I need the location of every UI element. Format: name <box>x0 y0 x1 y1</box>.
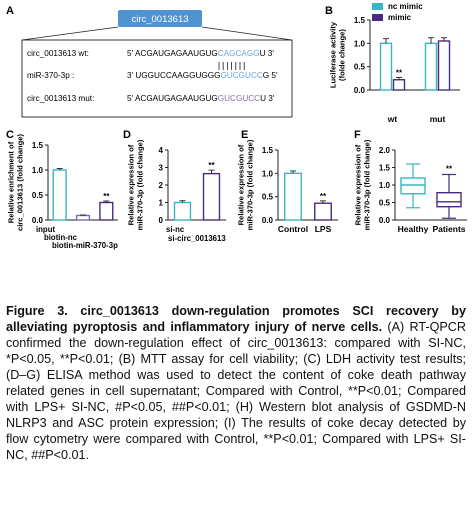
legend-swatch <box>372 3 383 10</box>
x-tick-label: Healthy <box>398 224 429 234</box>
y-tick-label: 1.0 <box>32 166 44 175</box>
y-axis-label: Luciferase activity(folde change) <box>329 21 347 88</box>
legend-swatch <box>372 14 383 21</box>
chart-panel-e: E 0.0 0.5 1.0 1.5 Relative expression ofmiR-3… <box>237 129 338 234</box>
panel-a: A circ_0013613 circ_0013613 wt: 5' ACGAU… <box>6 5 293 118</box>
y-tick-label: 0.0 <box>262 216 274 225</box>
y-tick-label: 0.5 <box>32 191 44 200</box>
y-tick-label: 0.5 <box>354 63 366 72</box>
panel-letter: B <box>325 5 333 17</box>
caption-title: Figure 3. circ_0013613 down-regulation p… <box>6 304 466 334</box>
panel-letter: D <box>123 129 131 141</box>
x-tick-label: si-nc <box>166 225 185 234</box>
sequence-name: circ_0013613 wt: <box>27 49 91 58</box>
significance-mark: ** <box>103 192 110 201</box>
x-tick-label: biotin-miR-370-3p <box>52 241 118 250</box>
x-tick-label: si-circ_0013613 <box>168 234 226 243</box>
x-tick-label: LPS <box>315 224 332 234</box>
y-tick-label: 3 <box>159 164 164 173</box>
bar <box>173 201 192 221</box>
binding-site: CAGCAGG <box>218 49 260 58</box>
y-tick-label: 0 <box>159 216 164 225</box>
x-tick-label: Patients <box>432 224 465 234</box>
bar <box>75 214 91 221</box>
gene-label: circ_0013613 <box>131 14 188 25</box>
significance-mark: ** <box>396 68 403 77</box>
chart-panel-f: F 0.0 0.5 1.0 1.5 2.0 Relative expression ofmi… <box>354 129 467 234</box>
significance-mark: ** <box>320 192 327 201</box>
sequence-row: circ_0013613 mut: 5' ACGAUGAGAAUGUGGUCGU… <box>27 94 275 103</box>
y-axis-label: Relative expression ofmiR-370-3p (fold c… <box>237 139 255 230</box>
x-tick-label: input <box>36 225 55 234</box>
y-tick-label: 1.0 <box>379 181 391 190</box>
box <box>436 191 462 208</box>
binding-site: GUCGUCC <box>218 94 260 103</box>
panel-letter: E <box>241 129 248 141</box>
y-tick-label: 1.5 <box>379 164 391 173</box>
sequence-row: miR-370-3p : 3' UGGUCCAAGGUGGGGUCGUCCG 5… <box>27 71 278 80</box>
y-tick-label: 1 <box>159 199 164 208</box>
bar <box>314 202 332 221</box>
bar <box>424 42 438 91</box>
bar <box>202 172 221 221</box>
chart-panel-c: C 0.0 0.5 1.0 1.5 Relative enrichment ofcirc_… <box>6 129 118 250</box>
sequence-name: circ_0013613 mut: <box>27 94 97 103</box>
y-axis-label: Relative enrichment ofcirc_0013613 (fold… <box>7 133 25 231</box>
figure-caption: Figure 3. circ_0013613 down-regulation p… <box>6 303 466 463</box>
bar <box>437 40 451 91</box>
y-tick-label: 1.0 <box>354 39 366 48</box>
y-tick-label: 4 <box>159 146 164 155</box>
chart-panel-d: D 0 1 2 3 4 Relative expression ofmiR-370-3p (… <box>123 129 226 243</box>
y-tick-label: 1.5 <box>32 141 44 150</box>
significance-mark: ** <box>208 161 215 170</box>
y-tick-label: 1.0 <box>262 169 274 178</box>
sequence-row: circ_0013613 wt: 5' ACGAUGAGAAUGUGCAGCAG… <box>27 49 274 58</box>
sequence-suffix: G 5' <box>263 71 278 80</box>
bar <box>99 201 114 221</box>
significance-mark: ** <box>446 165 453 174</box>
sequence-box <box>21 39 293 118</box>
bar <box>284 172 302 221</box>
chart-panel-b: B 0.0 0.5 1.0 1.5 Luciferase activity(folde c… <box>325 2 460 124</box>
y-tick-label: 0.5 <box>379 199 391 208</box>
gene-label-box <box>118 10 202 27</box>
figure-panels: A circ_0013613 circ_0013613 wt: 5' ACGAU… <box>6 2 467 250</box>
binding-site: GUCGUCC <box>220 71 262 80</box>
sequence-prefix: 3' UGGUCCAAGGUGGG <box>127 71 220 80</box>
legend-label: nc mimic <box>388 2 423 11</box>
y-axis-label: Relative expression ofmiR-370-3p (fold c… <box>127 139 145 230</box>
x-tick-label: wt <box>387 114 398 124</box>
sequence-prefix: 5' ACGAUGAGAAUGUG <box>127 94 218 103</box>
y-axis-label: Relative expression ofmiR-370-3p (fold c… <box>354 139 372 230</box>
sequence-suffix: U 3' <box>260 94 275 103</box>
y-tick-label: 0.0 <box>32 216 44 225</box>
legend-label: mimic <box>388 13 412 22</box>
panel-a-letter: A <box>6 5 14 17</box>
y-tick-label: 1.5 <box>262 146 274 155</box>
y-tick-label: 1.5 <box>354 16 366 25</box>
y-tick-label: 0.0 <box>354 86 366 95</box>
sequence-suffix: U 3' <box>260 49 275 58</box>
panel-letter: F <box>354 129 361 141</box>
x-tick-label: mut <box>430 114 446 124</box>
x-tick-label: Control <box>278 224 308 234</box>
panel-letter: C <box>6 129 14 141</box>
sequence-name: miR-370-3p : <box>27 71 77 80</box>
bar <box>392 79 406 91</box>
y-tick-label: 2.0 <box>379 146 391 155</box>
bar <box>379 42 393 91</box>
bar <box>52 169 67 221</box>
y-tick-label: 2 <box>159 181 164 190</box>
sequence-prefix: 5' ACGAUGAGAAUGUG <box>127 49 218 58</box>
y-tick-label: 0.5 <box>262 193 274 202</box>
y-tick-label: 0.0 <box>379 216 391 225</box>
x-tick-label: biotin-nc <box>44 233 78 242</box>
box <box>400 177 426 195</box>
caption-body: (A) RT-QPCR confirmed the down-regulatio… <box>6 320 466 462</box>
